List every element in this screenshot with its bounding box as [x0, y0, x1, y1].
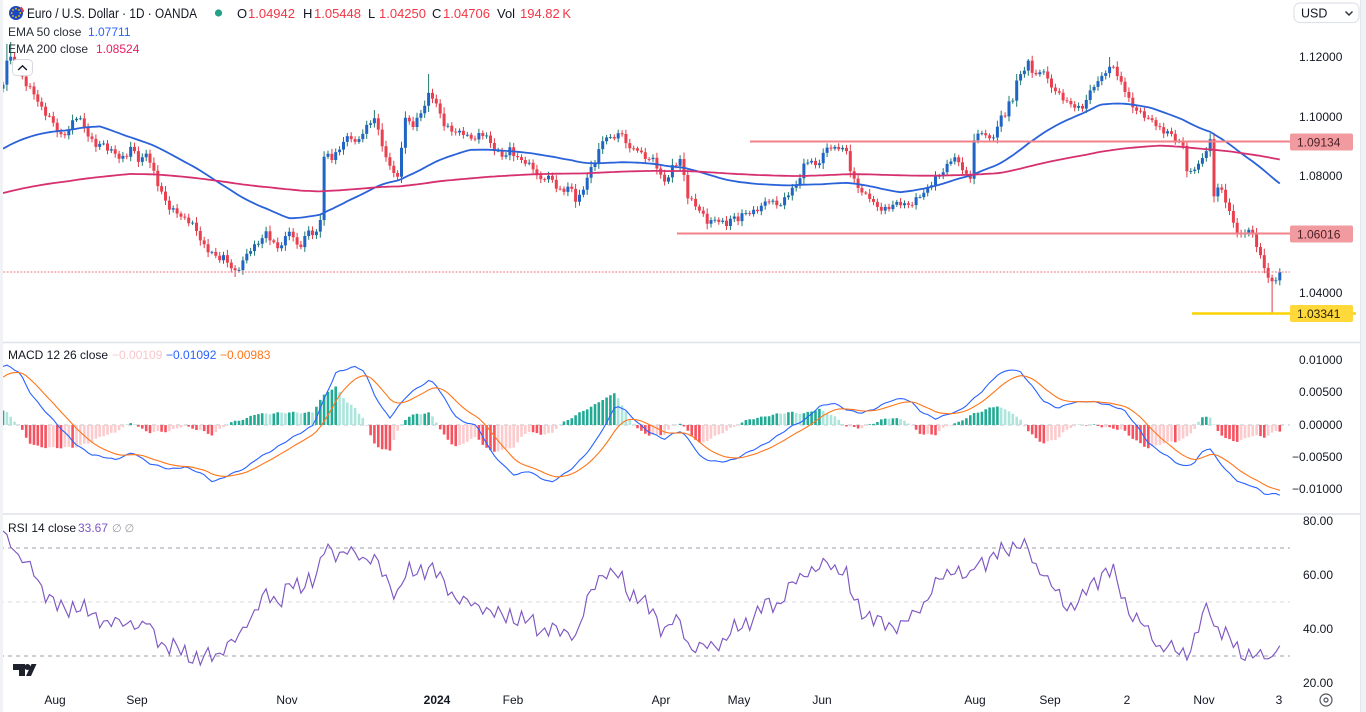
- svg-text:0.00000: 0.00000: [1299, 418, 1343, 432]
- svg-text:1.04000: 1.04000: [1299, 286, 1343, 300]
- svg-text:−0.00109: −0.00109: [112, 348, 163, 362]
- svg-text:H: H: [303, 6, 312, 21]
- svg-text:80.00: 80.00: [1303, 514, 1333, 528]
- svg-text:O: O: [237, 6, 247, 21]
- svg-text:Apr: Apr: [652, 693, 671, 707]
- svg-text:−0.01092: −0.01092: [166, 348, 217, 362]
- svg-text:1.04250: 1.04250: [379, 6, 426, 21]
- svg-text:Vol: Vol: [497, 6, 515, 21]
- svg-text:Sep: Sep: [126, 693, 148, 707]
- svg-text:40.00: 40.00: [1303, 622, 1333, 636]
- svg-text:2024: 2024: [424, 693, 451, 707]
- svg-text:1.08524: 1.08524: [96, 42, 140, 56]
- svg-text:0.01000: 0.01000: [1299, 353, 1343, 367]
- svg-text:1.07711: 1.07711: [88, 25, 131, 39]
- svg-text:Jun: Jun: [812, 693, 831, 707]
- svg-text:May: May: [728, 693, 751, 707]
- svg-text:1.12000: 1.12000: [1299, 50, 1343, 64]
- svg-text:USD: USD: [1301, 7, 1327, 21]
- svg-text:MACD 12 26 close: MACD 12 26 close: [8, 348, 108, 362]
- svg-text:−0.00983: −0.00983: [220, 348, 271, 362]
- svg-text:Euro / U.S. Dollar · 1D · OAND: Euro / U.S. Dollar · 1D · OANDA: [27, 6, 197, 21]
- svg-text:20.00: 20.00: [1303, 676, 1333, 690]
- svg-text:1.09134: 1.09134: [1297, 136, 1341, 150]
- svg-text:0.00500: 0.00500: [1299, 385, 1343, 399]
- svg-text:Aug: Aug: [964, 693, 985, 707]
- svg-text:194.82 K: 194.82 K: [520, 6, 571, 21]
- svg-text:EMA 50 close: EMA 50 close: [8, 25, 82, 39]
- svg-text:Aug: Aug: [44, 693, 65, 707]
- svg-text:1.06016: 1.06016: [1297, 228, 1341, 242]
- svg-text:C: C: [432, 6, 441, 21]
- svg-text:1.04706: 1.04706: [443, 6, 490, 21]
- svg-text:EMA 200 close: EMA 200 close: [8, 42, 88, 56]
- svg-text:1.03341: 1.03341: [1297, 307, 1341, 321]
- svg-text:Nov: Nov: [276, 693, 297, 707]
- svg-text:3: 3: [1276, 693, 1283, 707]
- svg-text:33.67: 33.67: [78, 521, 108, 535]
- svg-text:Feb: Feb: [503, 693, 524, 707]
- svg-text:1.08000: 1.08000: [1299, 169, 1343, 183]
- svg-text:∅ ∅: ∅ ∅: [112, 523, 134, 535]
- svg-text:−0.00500: −0.00500: [1292, 450, 1343, 464]
- svg-text:1.04942: 1.04942: [248, 6, 295, 21]
- svg-text:1.05448: 1.05448: [314, 6, 361, 21]
- svg-text:60.00: 60.00: [1303, 568, 1333, 582]
- svg-text:Nov: Nov: [1193, 693, 1214, 707]
- svg-text:1.10000: 1.10000: [1299, 110, 1343, 124]
- svg-text:−0.01000: −0.01000: [1292, 482, 1343, 496]
- svg-text:Sep: Sep: [1039, 693, 1061, 707]
- svg-text:RSI 14 close: RSI 14 close: [8, 521, 76, 535]
- svg-text:L: L: [368, 6, 375, 21]
- svg-text:2: 2: [1124, 693, 1131, 707]
